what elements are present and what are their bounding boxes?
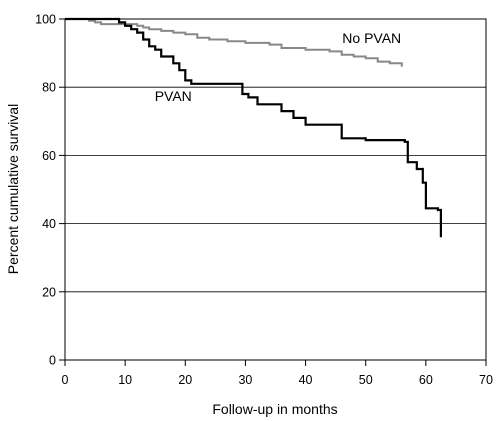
x-axis-title: Follow-up in months xyxy=(212,401,337,417)
x-tick-label-50: 50 xyxy=(359,373,373,387)
axes xyxy=(59,18,487,366)
y-tick-label-60: 60 xyxy=(42,149,56,163)
x-tick-label-10: 10 xyxy=(118,373,132,387)
series-labels: No PVAN PVAN xyxy=(155,30,401,104)
tick-labels: 0 20 40 60 80 100 0 10 20 30 40 50 60 70 xyxy=(35,13,493,388)
y-tick-label-0: 0 xyxy=(49,354,56,368)
gridlines xyxy=(65,18,486,293)
series-label-no-pvan: No PVAN xyxy=(342,30,401,46)
x-tick-label-30: 30 xyxy=(238,373,252,387)
x-tick-label-70: 70 xyxy=(479,373,493,387)
x-tick-label-60: 60 xyxy=(419,373,433,387)
y-tick-label-80: 80 xyxy=(42,81,56,95)
x-tick-label-40: 40 xyxy=(299,373,313,387)
series-line-no-pvan xyxy=(65,18,403,67)
y-axis-title: Percent cumulative survival xyxy=(5,104,21,274)
x-tick-label-0: 0 xyxy=(62,373,69,387)
series-line-pvan xyxy=(65,17,442,238)
series-lines xyxy=(65,17,442,238)
x-tick-label-20: 20 xyxy=(178,373,192,387)
series-label-pvan: PVAN xyxy=(155,88,192,104)
plot-frame xyxy=(64,18,487,361)
y-tick-label-20: 20 xyxy=(42,285,56,299)
y-tick-label-100: 100 xyxy=(35,13,56,27)
y-tick-label-40: 40 xyxy=(42,217,56,231)
